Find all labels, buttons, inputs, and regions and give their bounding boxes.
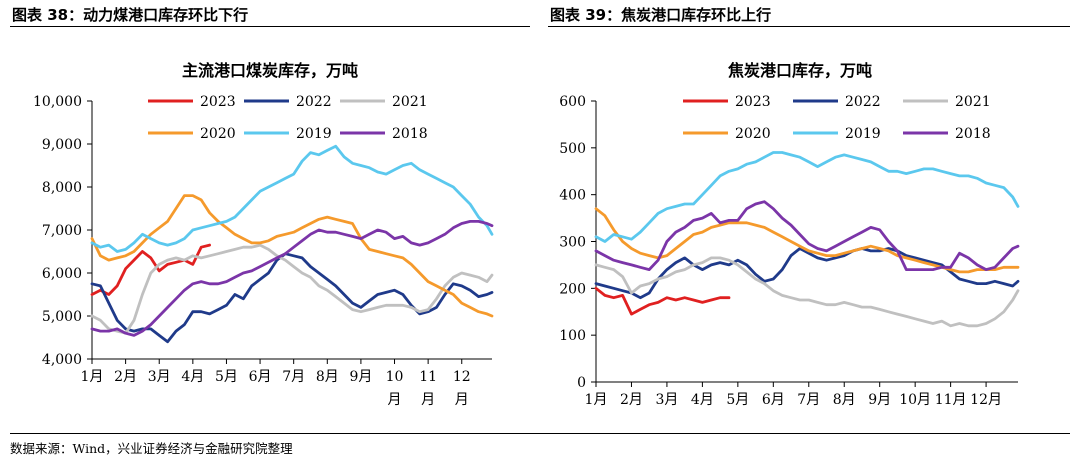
legend-label: 2019 bbox=[845, 126, 881, 142]
x-tick-label: 4月 bbox=[181, 369, 204, 385]
x-tick-label: 1月 bbox=[81, 369, 104, 385]
series-line-2019 bbox=[90, 144, 494, 253]
y-tick-label: 300 bbox=[559, 235, 586, 251]
axes: 4,000 5,000 6,000 7,000 8,000 9,000 10,000 1月 2月… bbox=[33, 94, 492, 408]
y-tick-label: 4,000 bbox=[42, 352, 82, 368]
y-tick-label: 5,000 bbox=[42, 309, 82, 325]
y-tick-label: 600 bbox=[559, 94, 586, 110]
x-tick-label: 10月 bbox=[899, 392, 931, 408]
x-tick-label: 7月 bbox=[797, 392, 820, 408]
legend-label: 2023 bbox=[735, 94, 771, 110]
legend-item-2019: 2019 bbox=[244, 126, 332, 142]
figure-39-title: 图表 39：焦炭港口库存环比上行 bbox=[550, 6, 772, 24]
series-lines bbox=[90, 144, 494, 344]
data-source-note: 数据来源：Wind，兴业证券经济与金融研究院整理 bbox=[10, 441, 293, 456]
series-line-2023 bbox=[90, 243, 212, 296]
legend-item-2020: 2020 bbox=[148, 126, 236, 142]
series-line-2021 bbox=[594, 256, 1020, 328]
thermal-coal-port-inventory-chart: 主流港口煤炭库存，万吨 2023 2022 2021 2020 2019 2018 4,0… bbox=[33, 61, 494, 408]
series-line-2020 bbox=[90, 194, 494, 318]
series-line-2019 bbox=[594, 151, 1020, 243]
series-line-2023 bbox=[594, 286, 731, 316]
legend-item-2021: 2021 bbox=[340, 94, 428, 110]
x-tick-label: 1月 bbox=[585, 392, 608, 408]
y-tick-label: 8,000 bbox=[42, 180, 82, 196]
series-line-2018 bbox=[90, 219, 494, 337]
y-tick-label: 500 bbox=[559, 141, 586, 157]
legend-item-2021: 2021 bbox=[903, 94, 991, 110]
legend: 2023 2022 2021 2020 2019 2018 bbox=[148, 94, 428, 142]
y-tick-label: 7,000 bbox=[42, 223, 82, 239]
x-tick-label: 5月 bbox=[215, 369, 238, 385]
legend-label: 2023 bbox=[200, 94, 236, 110]
x-tick-label: 9月 bbox=[349, 369, 372, 385]
legend-label: 2020 bbox=[200, 126, 236, 142]
x-tick-label: 2月 bbox=[114, 369, 137, 385]
legend-item-2023: 2023 bbox=[148, 94, 236, 110]
x-tick-label: 11月 bbox=[935, 392, 967, 408]
x-tick-label: 8月 bbox=[833, 392, 856, 408]
x-tick-label: 12月 bbox=[970, 392, 1002, 408]
x-tick-label: 9月 bbox=[868, 392, 891, 408]
legend-item-2018: 2018 bbox=[903, 126, 991, 142]
y-tick-label: 9,000 bbox=[42, 137, 82, 153]
legend-item-2018: 2018 bbox=[340, 126, 428, 142]
chart-title: 焦炭港口库存，万吨 bbox=[727, 61, 872, 80]
title-underline-left bbox=[10, 26, 530, 27]
series-line-2021 bbox=[90, 243, 494, 335]
series-lines bbox=[594, 151, 1020, 328]
legend-item-2020: 2020 bbox=[683, 126, 771, 142]
coke-port-inventory-chart: 焦炭港口库存，万吨 2023 2022 2021 2020 2019 2018 0 100 2… bbox=[559, 61, 1020, 408]
y-tick-label: 10,000 bbox=[33, 94, 82, 110]
x-tick-label: 5月 bbox=[726, 392, 749, 408]
legend-label: 2021 bbox=[955, 94, 991, 110]
x-tick-label: 6月 bbox=[249, 369, 272, 385]
legend-label: 2019 bbox=[296, 126, 332, 142]
legend-item-2019: 2019 bbox=[793, 126, 881, 142]
legend-item-2023: 2023 bbox=[683, 94, 771, 110]
x-tick-label: 8月 bbox=[316, 369, 339, 385]
x-tick-label: 2月 bbox=[620, 392, 643, 408]
y-tick-label: 400 bbox=[559, 188, 586, 204]
title-underline-right bbox=[548, 26, 1070, 27]
legend-item-2022: 2022 bbox=[244, 94, 332, 110]
legend-label: 2018 bbox=[392, 126, 428, 142]
y-tick-label: 0 bbox=[577, 375, 586, 391]
y-tick-label: 200 bbox=[559, 281, 586, 297]
figure-38-title: 图表 38：动力煤港口库存环比下行 bbox=[12, 6, 249, 24]
series-line-2022 bbox=[90, 252, 494, 344]
legend: 2023 2022 2021 2020 2019 2018 bbox=[683, 94, 991, 142]
series-line-2018 bbox=[594, 200, 1020, 272]
y-tick-label: 100 bbox=[559, 328, 586, 344]
y-tick-label: 6,000 bbox=[42, 266, 82, 282]
legend-label: 2022 bbox=[845, 94, 881, 110]
legend-label: 2018 bbox=[955, 126, 991, 142]
legend-label: 2021 bbox=[392, 94, 428, 110]
legend-label: 2020 bbox=[735, 126, 771, 142]
x-tick-label: 7月 bbox=[282, 369, 305, 385]
x-tick-label: 3月 bbox=[655, 392, 678, 408]
chart-title: 主流港口煤炭库存，万吨 bbox=[182, 61, 358, 80]
x-tick-label: 6月 bbox=[762, 392, 785, 408]
footer-divider bbox=[10, 433, 1070, 434]
legend-label: 2022 bbox=[296, 94, 332, 110]
axes: 0 100 200 300 400 500 600 1月 2月 3月 4月 5月 6月 7月 8月 9月 10月… bbox=[559, 94, 1018, 408]
series-line-2020 bbox=[594, 207, 1020, 274]
x-tick-label: 4月 bbox=[691, 392, 714, 408]
x-tick-label: 3月 bbox=[148, 369, 171, 385]
legend-item-2022: 2022 bbox=[793, 94, 881, 110]
series-line-2022 bbox=[594, 247, 1020, 300]
